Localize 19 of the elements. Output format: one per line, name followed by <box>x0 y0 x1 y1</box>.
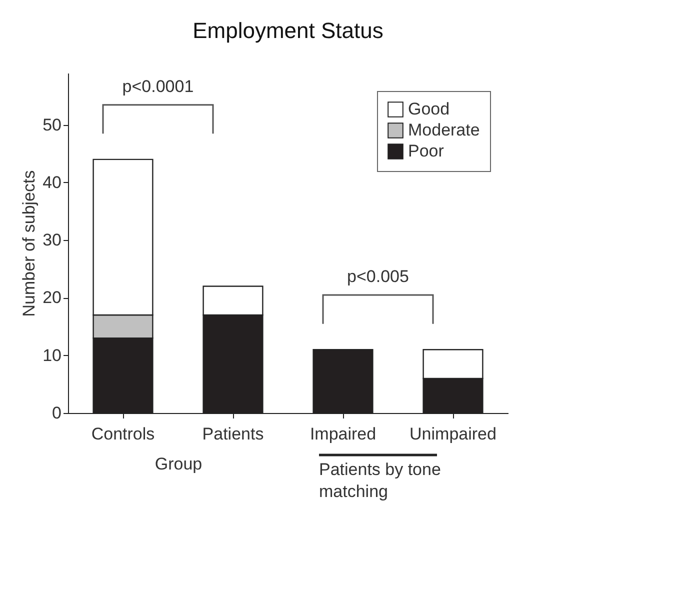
x-axis-title: Group <box>154 454 202 474</box>
x-tick-label: Controls <box>91 424 155 444</box>
y-tick-label: 0 <box>52 404 62 422</box>
y-tick-label: 40 <box>42 172 62 192</box>
x-tick-label: Impaired <box>310 424 376 444</box>
legend-label: Moderate <box>408 120 480 140</box>
legend-label: Poor <box>408 142 444 160</box>
note: Patients by tone matching <box>319 459 442 504</box>
y-axis-title: Number of subjects <box>20 170 39 317</box>
note: p<0.005 <box>347 267 409 288</box>
chart-title: Employment Status <box>192 18 384 43</box>
y-tick-label: 50 <box>42 115 62 134</box>
y-tick-label: 20 <box>42 288 62 308</box>
y-tick-label: 10 <box>42 346 62 365</box>
x-tick-label: Patients <box>202 424 264 444</box>
note: p<0.0001 <box>122 76 194 97</box>
y-tick-label: 30 <box>42 230 62 250</box>
x-tick-label: Unimpaired <box>410 424 496 444</box>
legend-label: Good <box>408 100 450 118</box>
